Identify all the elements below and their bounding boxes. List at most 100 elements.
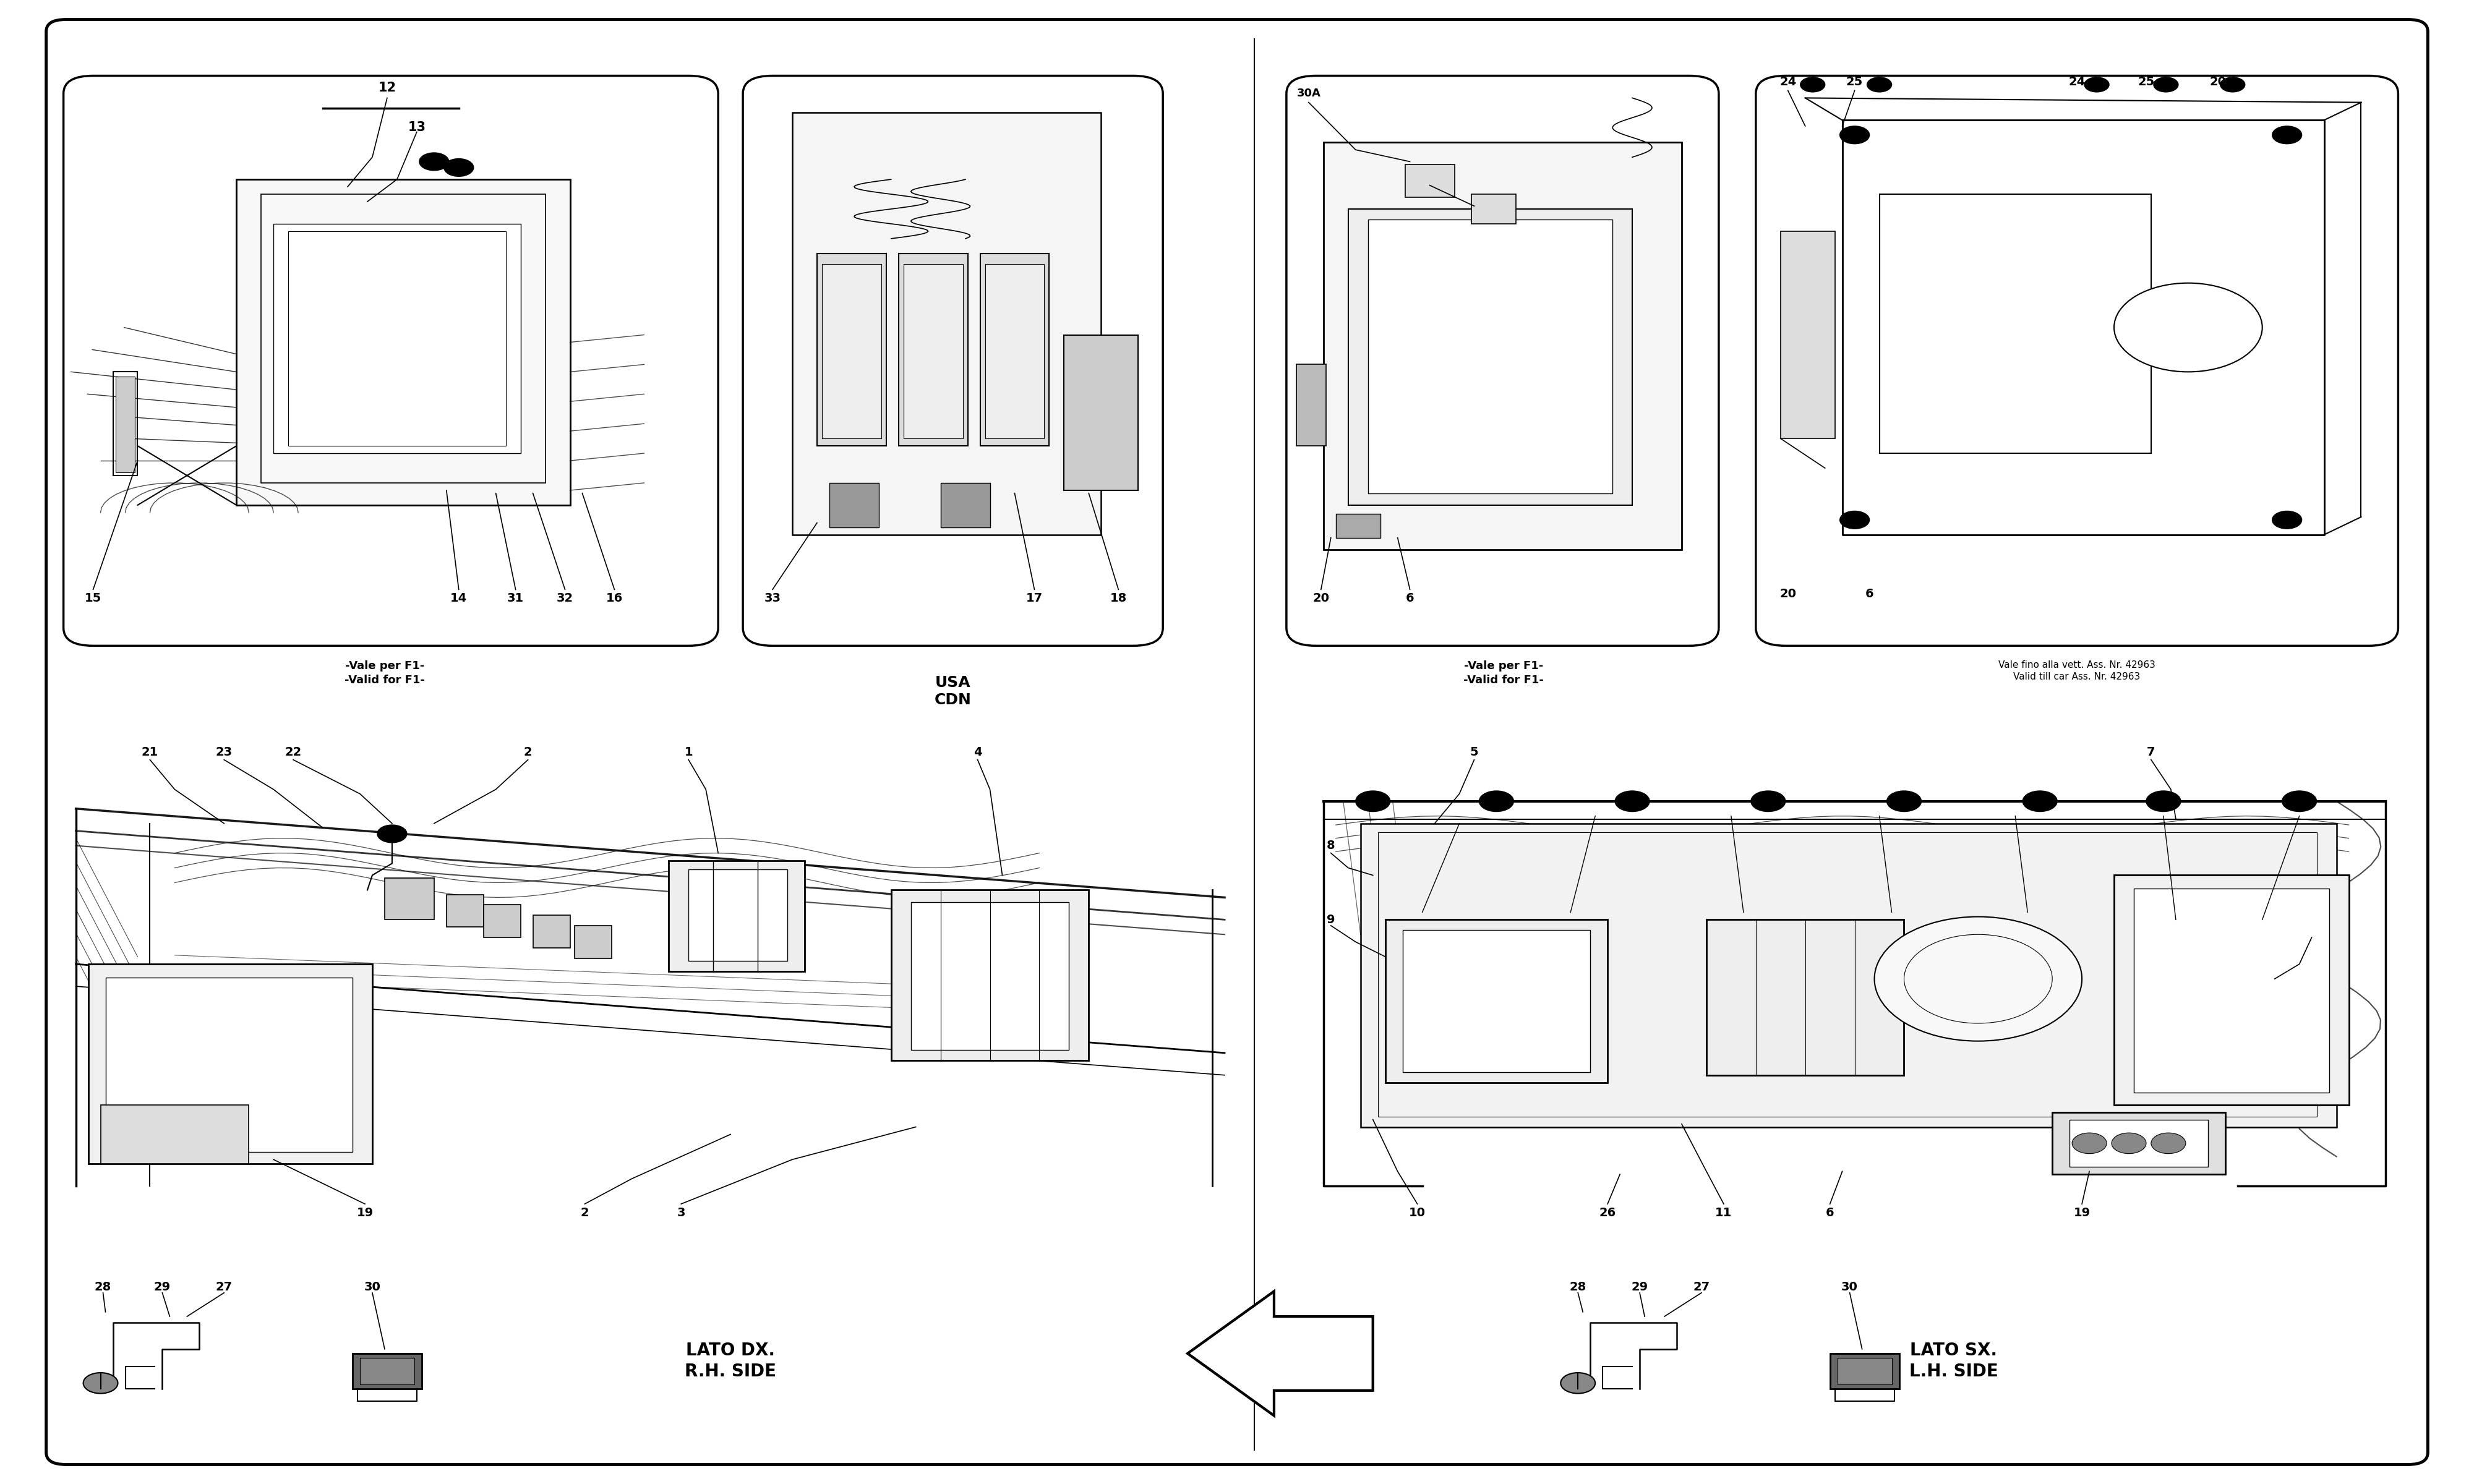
Bar <box>816 254 886 445</box>
Text: 24: 24 <box>1779 76 1796 88</box>
Text: 25: 25 <box>2138 76 2155 88</box>
Text: 28: 28 <box>94 1281 111 1293</box>
Text: 18: 18 <box>1111 592 1126 604</box>
Bar <box>1838 1358 1893 1385</box>
Circle shape <box>2219 77 2244 92</box>
Bar <box>1472 194 1517 224</box>
Bar <box>1707 920 1905 1074</box>
Circle shape <box>2152 77 2177 92</box>
Circle shape <box>1752 791 1786 812</box>
Text: 2: 2 <box>524 746 532 758</box>
Text: 30: 30 <box>1841 1281 1858 1293</box>
Circle shape <box>2271 510 2301 528</box>
Bar <box>792 113 1101 534</box>
Text: 15: 15 <box>84 592 101 604</box>
Circle shape <box>2086 77 2110 92</box>
Circle shape <box>2113 1132 2145 1153</box>
Text: 2: 2 <box>581 1206 589 1218</box>
Text: USA
CDN: USA CDN <box>935 675 972 708</box>
Circle shape <box>1868 77 1893 92</box>
Bar <box>116 377 136 472</box>
Text: 9: 9 <box>1326 914 1336 926</box>
Bar <box>1064 335 1138 490</box>
Circle shape <box>443 159 473 177</box>
Text: 29: 29 <box>153 1281 171 1293</box>
Text: 20: 20 <box>1779 588 1796 600</box>
Text: 7: 7 <box>2147 746 2155 758</box>
Circle shape <box>1561 1373 1596 1393</box>
Text: 26: 26 <box>2303 926 2321 938</box>
Bar <box>1296 365 1326 445</box>
Text: 11: 11 <box>1714 1206 1732 1218</box>
Text: 27: 27 <box>1692 1281 1710 1293</box>
Bar <box>980 254 1049 445</box>
Bar <box>1385 920 1608 1082</box>
Circle shape <box>2073 1132 2108 1153</box>
Text: 33: 33 <box>764 592 782 604</box>
Bar <box>688 870 787 962</box>
Bar <box>903 264 962 438</box>
Text: 3: 3 <box>678 1206 685 1218</box>
Bar <box>1348 209 1633 505</box>
Circle shape <box>1479 791 1514 812</box>
Bar <box>2071 1119 2207 1166</box>
Circle shape <box>2145 791 2180 812</box>
Circle shape <box>418 153 448 171</box>
Bar <box>359 1358 413 1385</box>
Text: 5: 5 <box>1470 746 1479 758</box>
Bar <box>101 1104 250 1163</box>
Text: 8: 8 <box>1326 840 1336 852</box>
Text: 6: 6 <box>1826 1206 1833 1218</box>
Bar <box>574 926 611 959</box>
Text: 23: 23 <box>215 746 233 758</box>
Bar <box>2053 1112 2224 1174</box>
Text: 28: 28 <box>1569 1281 1586 1293</box>
Text: 14: 14 <box>450 592 468 604</box>
Text: 19: 19 <box>2073 1206 2091 1218</box>
Circle shape <box>1841 510 1870 528</box>
Circle shape <box>2271 126 2301 144</box>
Text: LATO SX.
L.H. SIDE: LATO SX. L.H. SIDE <box>1910 1342 1999 1380</box>
Bar <box>829 482 878 527</box>
Bar <box>238 180 569 505</box>
Circle shape <box>1841 126 1870 144</box>
Text: 24: 24 <box>2068 76 2086 88</box>
Bar <box>532 916 569 948</box>
Bar <box>2133 889 2328 1092</box>
Text: 32: 32 <box>557 592 574 604</box>
Text: 31: 31 <box>507 592 524 604</box>
Bar <box>985 264 1044 438</box>
Bar <box>2115 876 2348 1104</box>
Text: 30: 30 <box>364 1281 381 1293</box>
Text: 29: 29 <box>1630 1281 1648 1293</box>
Text: 6: 6 <box>1405 592 1415 604</box>
Bar <box>289 232 505 445</box>
Text: 10: 10 <box>1410 1206 1425 1218</box>
Text: 20: 20 <box>1314 592 1329 604</box>
Bar <box>1831 1353 1900 1389</box>
Bar <box>445 895 482 927</box>
Bar <box>891 890 1089 1061</box>
Text: 1: 1 <box>685 746 693 758</box>
Circle shape <box>1888 791 1922 812</box>
Bar <box>1781 232 1836 438</box>
Bar <box>482 905 520 938</box>
Bar <box>262 194 544 482</box>
Bar <box>1403 930 1591 1071</box>
Bar <box>1324 142 1682 549</box>
Text: 16: 16 <box>606 592 623 604</box>
Bar <box>275 224 520 453</box>
Circle shape <box>2115 283 2261 372</box>
Text: 27: 27 <box>215 1281 233 1293</box>
Text: -Vale per F1-
-Valid for F1-: -Vale per F1- -Valid for F1- <box>344 660 426 686</box>
Text: 20: 20 <box>2209 76 2227 88</box>
Bar <box>668 861 804 972</box>
Bar <box>89 965 371 1163</box>
Text: 6: 6 <box>1865 588 1873 600</box>
Text: 25: 25 <box>1846 76 1863 88</box>
Circle shape <box>1356 791 1390 812</box>
Circle shape <box>84 1373 119 1393</box>
Circle shape <box>376 825 406 843</box>
Text: 30A: 30A <box>1296 88 1321 99</box>
Text: 17: 17 <box>1027 592 1044 604</box>
